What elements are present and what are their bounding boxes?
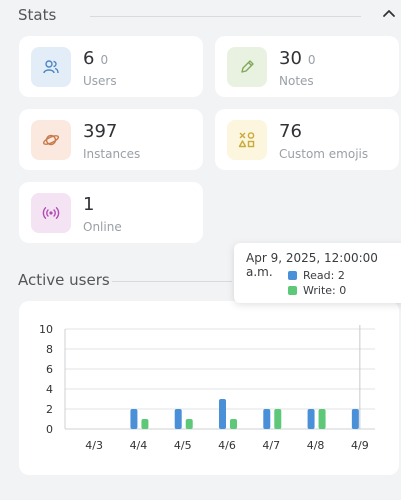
- bar-read: [130, 409, 138, 429]
- y-tick-label: 4: [46, 383, 53, 396]
- stats-title: Stats: [18, 6, 57, 24]
- shapes-icon-box: [227, 119, 267, 160]
- bar-read: [307, 409, 315, 429]
- bar-read: [219, 399, 226, 429]
- bar-write: [141, 419, 149, 429]
- users-icon: [43, 59, 59, 73]
- instances-label: Instances: [83, 147, 141, 161]
- emojis-label: Custom emojis: [279, 147, 369, 161]
- active-users-divider: [112, 281, 232, 282]
- instances-count: 397: [83, 121, 118, 142]
- emojis-count: 76: [279, 121, 302, 142]
- header-divider: [90, 16, 361, 17]
- x-tick-label: 4/4: [130, 439, 148, 452]
- broadcast-icon-box: [31, 192, 71, 233]
- stat-card-instances: 397 Instances: [19, 109, 203, 170]
- x-tick-label: 4/6: [218, 439, 236, 452]
- notes-value-row: 30 0: [279, 48, 316, 71]
- notes-count: 30: [279, 48, 302, 69]
- users-count: 6: [83, 48, 95, 69]
- chart-tooltip: Apr 9, 2025, 12:00:00 a.m. Read: 2 Write…: [234, 243, 401, 303]
- tooltip-read-row: Read: 2: [288, 269, 345, 282]
- active-users-title: Active users: [18, 271, 110, 289]
- bar-read: [174, 409, 182, 429]
- users-delta: 0: [100, 53, 109, 67]
- pencil-icon-box: [227, 46, 267, 87]
- stats-header[interactable]: Stats: [18, 6, 401, 26]
- x-tick-label: 4/5: [174, 439, 192, 452]
- read-swatch: [288, 271, 297, 280]
- shapes-icon: [238, 131, 255, 147]
- broadcast-icon: [42, 206, 60, 219]
- active-users-chart[interactable]: 0 2 4 6 8 10 4/3 4/4 4/5 4/6 4/7 4/8 4/9: [19, 301, 399, 475]
- y-tick-label: 0: [46, 423, 53, 436]
- pencil-icon: [241, 59, 254, 73]
- x-tick-label: 4/3: [85, 439, 103, 452]
- x-tick-label: 4/8: [307, 439, 325, 452]
- x-tick-label: 4/9: [351, 439, 369, 452]
- active-users-chart-card: 0 2 4 6 8 10 4/3 4/4 4/5 4/6 4/7 4/8 4/9: [19, 301, 399, 475]
- stat-card-online: 1 Online: [19, 182, 203, 243]
- planet-icon: [42, 134, 60, 145]
- notes-delta: 0: [307, 53, 316, 67]
- tooltip-write-row: Write: 0: [288, 284, 346, 297]
- users-label: Users: [83, 74, 117, 88]
- x-tick-label: 4/7: [262, 439, 280, 452]
- stat-card-notes: 30 0 Notes: [215, 36, 399, 97]
- stat-card-emojis: 76 Custom emojis: [215, 109, 399, 170]
- write-swatch: [288, 286, 297, 295]
- bar-read: [351, 409, 359, 429]
- bar-write: [230, 419, 237, 429]
- y-tick-label: 6: [46, 363, 53, 376]
- y-tick-label: 8: [46, 343, 53, 356]
- tooltip-read: Read: 2: [303, 269, 345, 282]
- online-count: 1: [83, 194, 95, 215]
- tooltip-title: Apr 9, 2025, 12:00:00 a.m.: [246, 251, 378, 279]
- users-icon-box: [31, 46, 71, 87]
- online-label: Online: [83, 220, 122, 234]
- bar-write: [318, 409, 326, 429]
- tooltip-write: Write: 0: [303, 284, 347, 297]
- bar-write: [274, 409, 282, 429]
- bar-write: [185, 419, 193, 429]
- planet-icon-box: [31, 119, 71, 160]
- y-tick-label: 10: [39, 323, 53, 336]
- notes-label: Notes: [279, 74, 314, 88]
- y-tick-label: 2: [46, 403, 53, 416]
- chevron-up-icon[interactable]: [381, 6, 397, 22]
- bar-read: [263, 409, 271, 429]
